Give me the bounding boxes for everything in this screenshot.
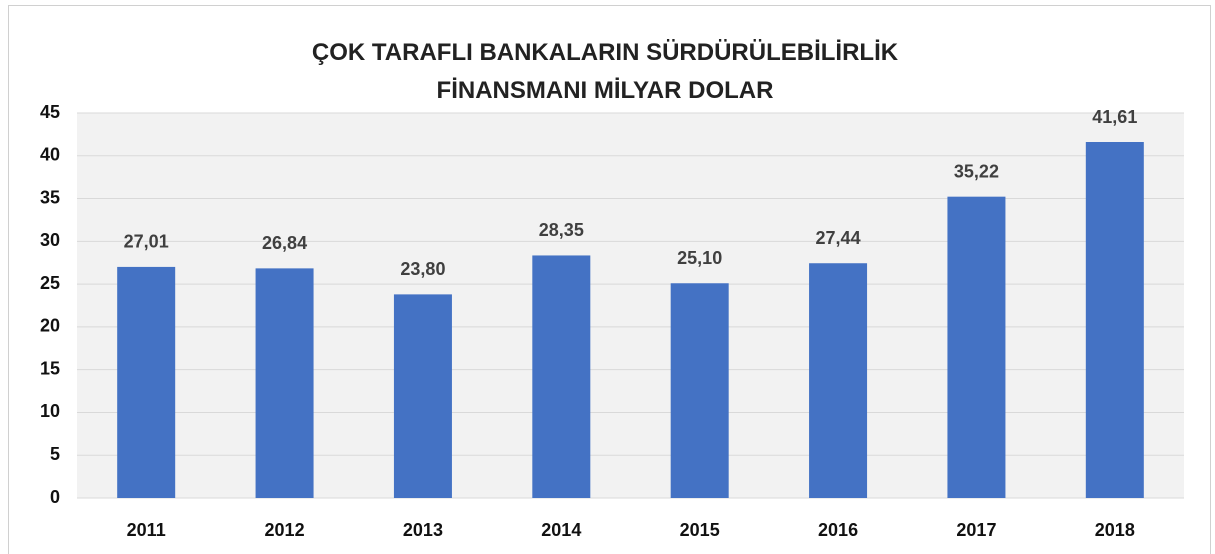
bar	[947, 196, 1006, 498]
y-tick-label: 5	[50, 444, 60, 464]
bar	[670, 283, 729, 498]
y-tick-label: 45	[40, 102, 60, 122]
bar	[393, 294, 452, 498]
value-label: 26,84	[262, 233, 307, 253]
value-label: 25,10	[677, 248, 722, 268]
bar	[1085, 142, 1144, 498]
bar	[532, 255, 591, 498]
bar	[255, 268, 314, 498]
value-label: 35,22	[954, 161, 999, 181]
x-tick-label: 2013	[403, 520, 443, 540]
value-label: 23,80	[400, 259, 445, 279]
plot-area	[77, 113, 1184, 498]
bar	[809, 263, 868, 498]
x-tick-label: 2017	[956, 520, 996, 540]
value-label: 28,35	[539, 220, 584, 240]
y-tick-label: 20	[40, 316, 60, 336]
chart-title: ÇOK TARAFLI BANKALARIN SÜRDÜRÜLEBİLİRLİK…	[311, 39, 899, 104]
value-label: 41,61	[1092, 107, 1137, 127]
y-tick-label: 0	[50, 487, 60, 507]
y-tick-label: 15	[40, 358, 60, 378]
y-tick-label: 10	[40, 401, 60, 421]
y-tick-label: 30	[40, 230, 60, 250]
value-label: 27,44	[816, 228, 861, 248]
x-tick-label: 2018	[1095, 520, 1135, 540]
x-tick-label: 2012	[265, 520, 305, 540]
value-label: 27,01	[124, 232, 169, 252]
x-tick-label: 2014	[541, 520, 581, 540]
y-tick-label: 35	[40, 187, 60, 207]
y-tick-label: 40	[40, 145, 60, 165]
y-tick-label: 25	[40, 273, 60, 293]
x-tick-label: 2016	[818, 520, 858, 540]
x-tick-label: 2015	[680, 520, 720, 540]
chart-frame	[8, 5, 1211, 554]
bar	[117, 266, 176, 498]
x-tick-label: 2011	[127, 520, 166, 540]
